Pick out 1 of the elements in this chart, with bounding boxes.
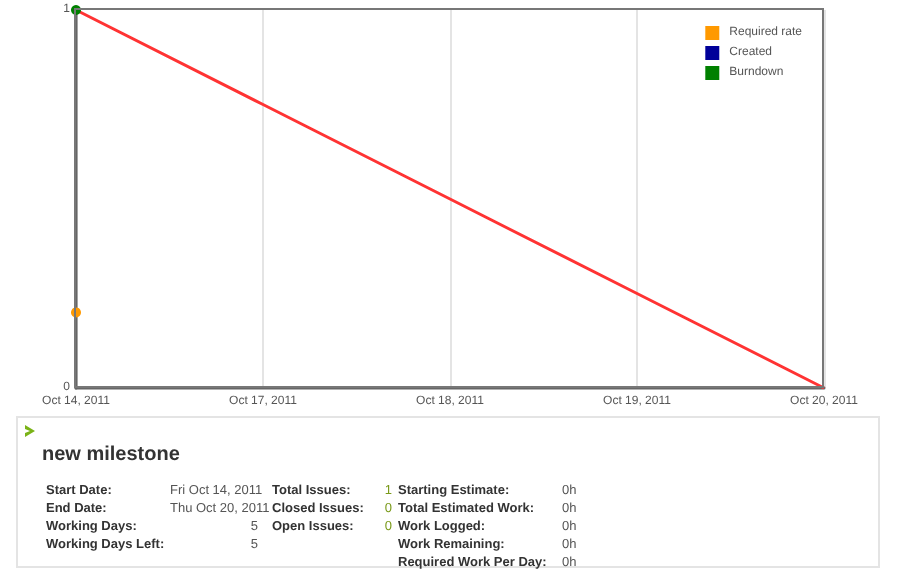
text: new milestone [42,444,180,466]
